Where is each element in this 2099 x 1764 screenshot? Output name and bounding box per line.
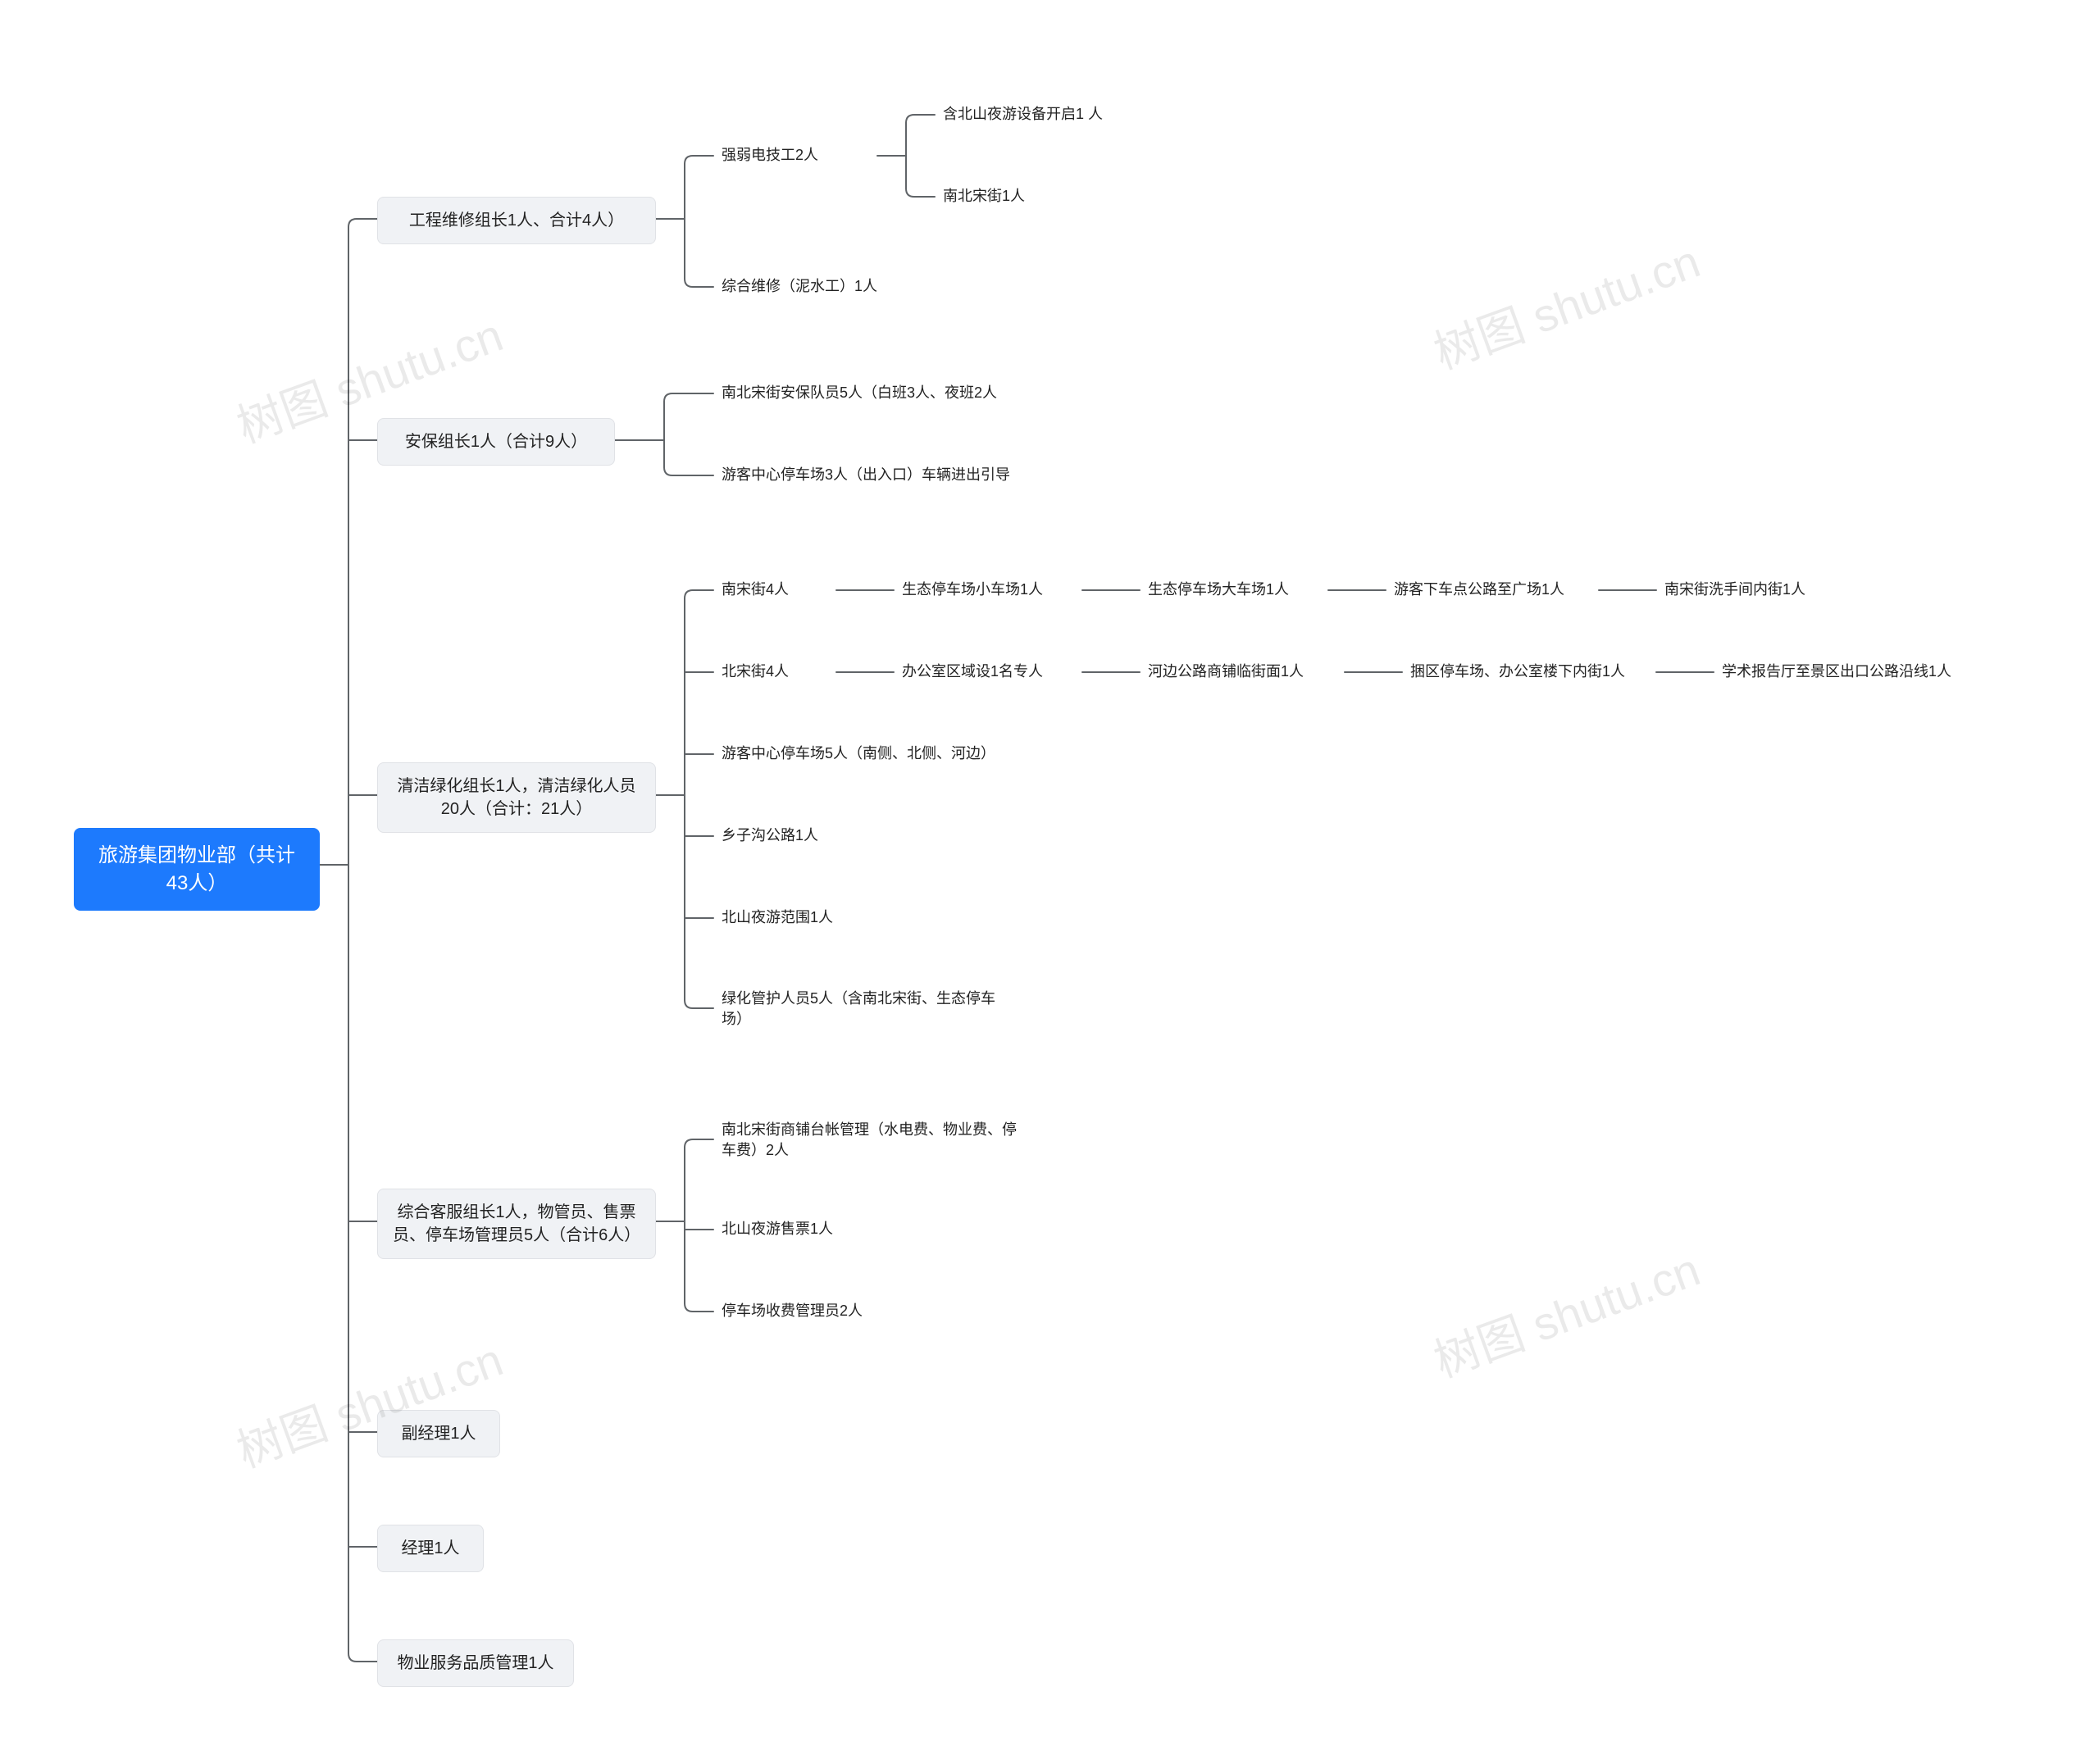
node-root[interactable]: 旅游集团物业部（共计43人）	[74, 828, 320, 911]
node-n3e[interactable]: 北山夜游范围1人	[713, 902, 894, 934]
watermark: 树图 shutu.cn	[1423, 1233, 1708, 1390]
node-n3b4[interactable]: 学术报告厅至景区出口公路沿线1人	[1714, 656, 1984, 689]
node-n3a3[interactable]: 游客下车点公路至广场1人	[1386, 574, 1599, 607]
node-n3a[interactable]: 南宋街4人	[713, 574, 836, 607]
node-n3[interactable]: 清洁绿化组长1人，清洁绿化人员20人（合计：21人）	[377, 762, 656, 833]
node-n4b[interactable]: 北山夜游售票1人	[713, 1213, 894, 1246]
node-n3c[interactable]: 游客中心停车场5人（南侧、北侧、河边）	[713, 738, 1009, 771]
watermark: 树图 shutu.cn	[1423, 225, 1708, 382]
node-n2a[interactable]: 南北宋街安保队员5人（白班3人、夜班2人	[713, 377, 1009, 410]
node-n3f[interactable]: 绿化管护人员5人（含南北宋街、生态停车场）	[713, 984, 1025, 1034]
node-n3b3[interactable]: 捆区停车场、办公室楼下内街1人	[1402, 656, 1656, 689]
node-n1[interactable]: 工程维修组长1人、合计4人）	[377, 197, 656, 244]
node-n3b[interactable]: 北宋街4人	[713, 656, 836, 689]
node-n3a1[interactable]: 生态停车场小车场1人	[894, 574, 1082, 607]
node-n2[interactable]: 安保组长1人（合计9人）	[377, 418, 615, 466]
node-n4a[interactable]: 南北宋街商铺台帐管理（水电费、物业费、停车费）2人	[713, 1115, 1025, 1166]
diagram-canvas: 旅游集团物业部（共计43人） 工程维修组长1人、合计4人） 强弱电技工2人 含北山夜游…	[0, 0, 2099, 1764]
node-n6[interactable]: 经理1人	[377, 1525, 484, 1572]
node-n4[interactable]: 综合客服组长1人，物管员、售票员、停车场管理员5人（合计6人）	[377, 1189, 656, 1259]
node-n3a4[interactable]: 南宋街洗手间内街1人	[1656, 574, 1853, 607]
node-n5[interactable]: 副经理1人	[377, 1410, 500, 1457]
node-n1a2[interactable]: 南北宋街1人	[935, 180, 1099, 213]
node-n4c[interactable]: 停车场收费管理员2人	[713, 1295, 910, 1328]
node-n3b2[interactable]: 河边公路商铺临街面1人	[1140, 656, 1345, 689]
node-n3b1[interactable]: 办公室区域设1名专人	[894, 656, 1082, 689]
node-n3d[interactable]: 乡子沟公路1人	[713, 820, 877, 852]
node-n3a2[interactable]: 生态停车场大车场1人	[1140, 574, 1328, 607]
node-n1a[interactable]: 强弱电技工2人	[713, 139, 877, 172]
node-n7[interactable]: 物业服务品质管理1人	[377, 1639, 574, 1687]
node-n2b[interactable]: 游客中心停车场3人（出入口）车辆进出引导	[713, 459, 1025, 492]
node-n1a1[interactable]: 含北山夜游设备开启1 人	[935, 98, 1164, 131]
node-n1b[interactable]: 综合维修（泥水工）1人	[713, 271, 943, 303]
